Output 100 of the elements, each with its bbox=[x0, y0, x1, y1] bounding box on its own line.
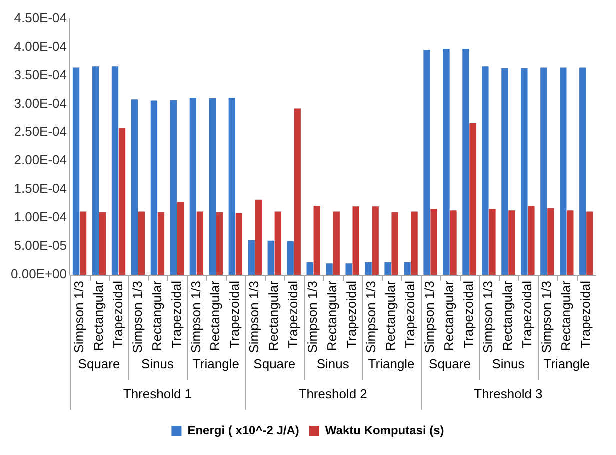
x-tick-label: Trapezoidal bbox=[461, 280, 476, 348]
bar bbox=[346, 264, 352, 275]
y-tick-label: 0.00E+00 bbox=[10, 266, 68, 282]
y-tick-label: 2.00E-04 bbox=[14, 152, 68, 168]
x-tick-label: Trapezoidal bbox=[168, 280, 184, 348]
bar bbox=[80, 212, 87, 275]
text: Triangle bbox=[192, 356, 240, 372]
legend-label: Waktu Komputasi (s) bbox=[325, 423, 444, 438]
y-tick-label: 3.50E-04 bbox=[14, 67, 68, 82]
bar bbox=[586, 212, 594, 275]
x-tick-label: Trapezoidal bbox=[578, 280, 593, 348]
bar bbox=[314, 206, 320, 275]
text: Sinus bbox=[141, 356, 174, 372]
bar bbox=[228, 98, 236, 275]
bar bbox=[404, 262, 411, 275]
y-tick-label: 5.00E-05 bbox=[14, 238, 68, 254]
bar bbox=[72, 68, 80, 275]
x-tick-label: Trapezoidal bbox=[110, 280, 126, 348]
x-tick-label: Trapezoidal bbox=[286, 280, 301, 348]
bar bbox=[430, 208, 438, 275]
bar bbox=[560, 68, 567, 275]
bar bbox=[216, 212, 224, 275]
bar bbox=[528, 206, 535, 275]
x-tick-label: Trapezoidal bbox=[227, 280, 242, 348]
bar bbox=[92, 66, 100, 275]
bar bbox=[294, 108, 301, 275]
bar bbox=[580, 68, 586, 275]
y-tick-label: 1.00E-04 bbox=[14, 210, 68, 225]
bar bbox=[548, 208, 554, 275]
bar bbox=[521, 68, 528, 275]
x-tick-label: Simpson 1/3 bbox=[305, 281, 320, 354]
text: Square bbox=[78, 356, 120, 372]
bar bbox=[274, 212, 282, 275]
bar bbox=[138, 212, 146, 275]
text: Sinus bbox=[492, 356, 526, 372]
bar bbox=[482, 66, 489, 275]
bar bbox=[502, 68, 508, 275]
x-tick-label: Rectangular bbox=[324, 280, 340, 352]
x-tick-label: Simpson 1/3 bbox=[539, 281, 554, 354]
bar bbox=[411, 212, 418, 275]
x-tick-label: Rectangular bbox=[558, 280, 574, 352]
legend-label: Energi ( x10^-2 J/A) bbox=[188, 423, 300, 438]
bar bbox=[131, 100, 138, 275]
x-tick-label: Rectangular bbox=[383, 280, 398, 352]
bar bbox=[248, 240, 255, 275]
x-tick-label: Simpson 1/3 bbox=[188, 281, 204, 354]
x-tick-label: Rectangular bbox=[500, 280, 516, 352]
bar bbox=[255, 200, 262, 275]
x-tick-label: Trapezoidal bbox=[344, 280, 360, 348]
y-tick-label: 4.00E-04 bbox=[14, 38, 68, 54]
bar bbox=[540, 68, 548, 275]
x-tick-label: Rectangular bbox=[442, 280, 457, 352]
x-tick-label: Trapezoidal bbox=[402, 280, 418, 348]
bar bbox=[268, 240, 274, 275]
bar bbox=[326, 264, 333, 275]
bar bbox=[365, 262, 372, 275]
bar bbox=[450, 210, 457, 275]
bar bbox=[196, 212, 204, 275]
bar bbox=[287, 241, 294, 275]
text: Threshold 2 bbox=[298, 386, 368, 402]
y-tick-label: 3.00E-04 bbox=[14, 96, 68, 111]
bar bbox=[99, 212, 106, 275]
x-tick-label: Rectangular bbox=[266, 280, 282, 352]
text: Threshold 1 bbox=[123, 386, 192, 402]
x-tick-label: Simpson 1/3 bbox=[364, 281, 379, 354]
text: Square bbox=[254, 356, 296, 372]
x-tick-label: Trapezoidal bbox=[520, 280, 535, 348]
x-tick-label: Rectangular bbox=[149, 280, 164, 352]
bar bbox=[333, 212, 340, 275]
text: Threshold 3 bbox=[474, 386, 543, 402]
bar bbox=[112, 66, 119, 275]
bar bbox=[177, 202, 184, 275]
bar bbox=[170, 100, 178, 275]
bar bbox=[443, 48, 450, 275]
x-tick-label: Simpson 1/3 bbox=[71, 281, 86, 354]
bar bbox=[489, 208, 496, 275]
text: Sinus bbox=[316, 356, 350, 372]
x-tick-label: Simpson 1/3 bbox=[480, 281, 496, 354]
bar bbox=[150, 100, 158, 275]
text: Triangle bbox=[368, 356, 415, 372]
x-tick-label: Simpson 1/3 bbox=[422, 281, 438, 354]
bar bbox=[190, 98, 197, 275]
bar bbox=[470, 124, 476, 275]
bar bbox=[372, 206, 379, 275]
x-tick-label: Simpson 1/3 bbox=[130, 281, 145, 354]
bar bbox=[306, 262, 314, 275]
bar bbox=[209, 98, 216, 275]
bar bbox=[392, 212, 398, 275]
y-tick-label: 1.50E-04 bbox=[14, 181, 68, 196]
bar bbox=[508, 210, 516, 275]
text: Square bbox=[429, 356, 471, 372]
y-tick-label: 4.50E-04 bbox=[14, 10, 68, 26]
bar bbox=[118, 128, 126, 275]
bar bbox=[352, 206, 360, 275]
bar bbox=[462, 48, 470, 275]
bar bbox=[567, 210, 574, 275]
y-tick-label: 2.50E-04 bbox=[14, 124, 68, 140]
text: Triangle bbox=[544, 356, 590, 372]
bar bbox=[424, 50, 430, 275]
x-tick-label: Rectangular bbox=[90, 280, 106, 352]
